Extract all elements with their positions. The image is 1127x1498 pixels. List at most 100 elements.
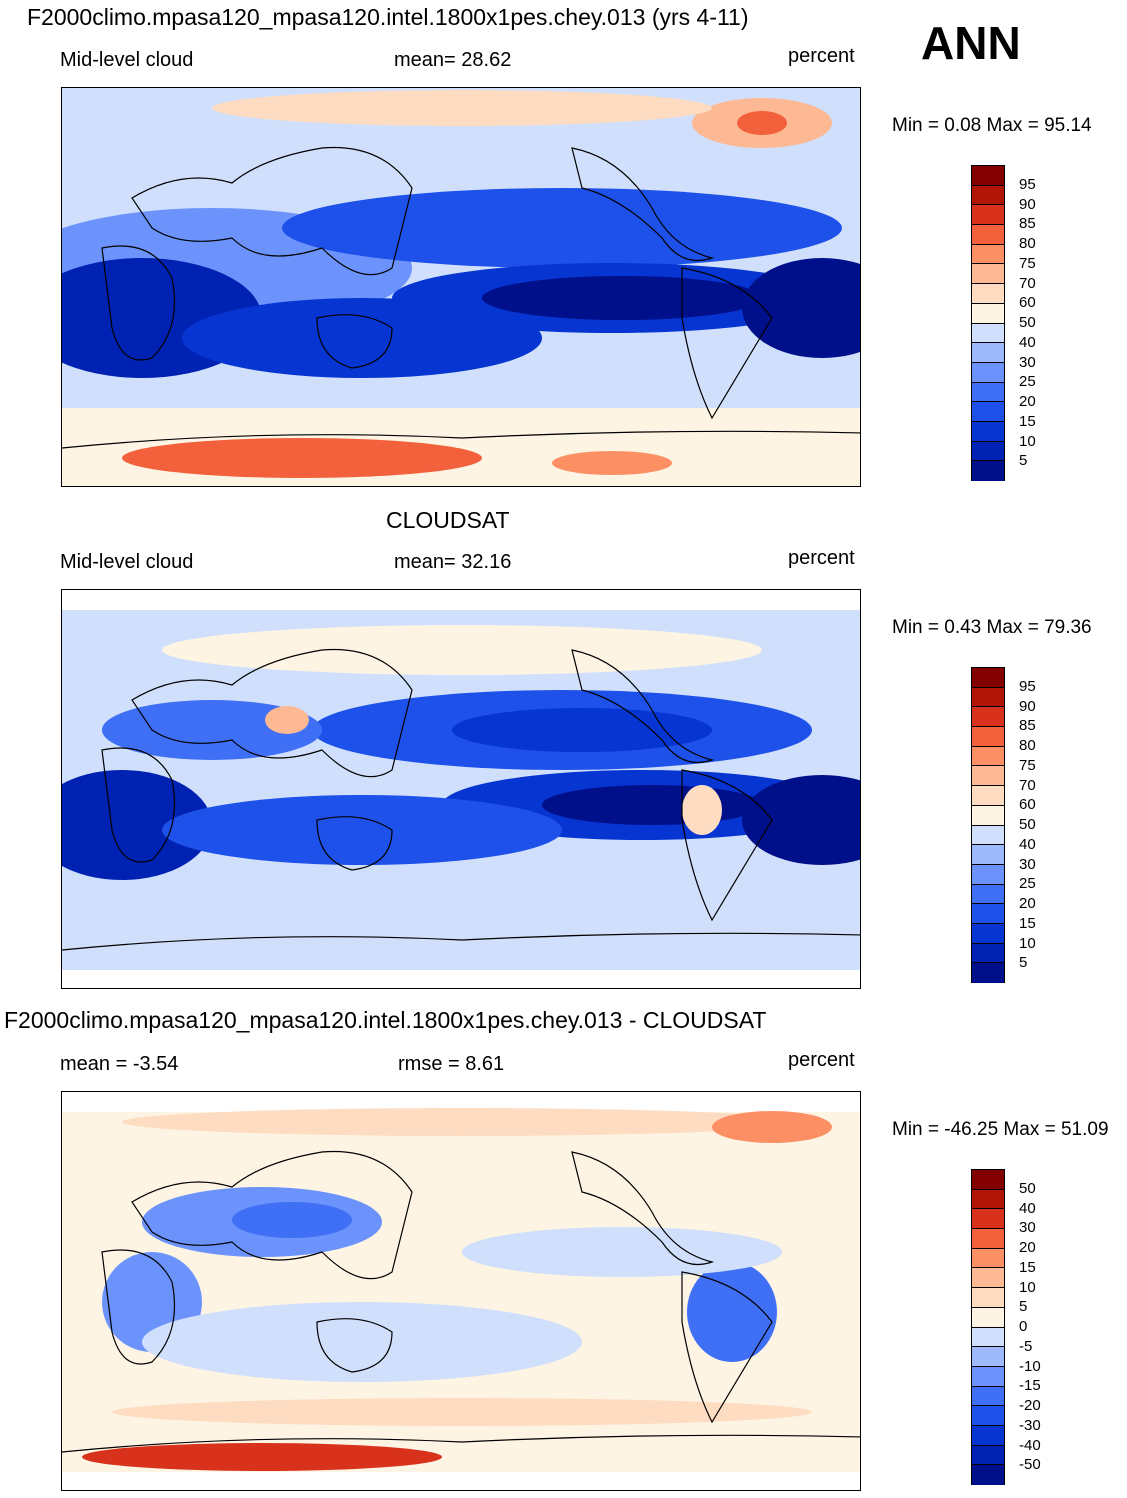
- colorbar-label: 60: [1019, 796, 1036, 814]
- colorbar-label: 75: [1019, 756, 1036, 774]
- colorbar-swatch: [972, 343, 1004, 363]
- colorbar-label: 40: [1019, 835, 1036, 853]
- colorbar-swatch: [972, 845, 1004, 865]
- colorbar-label: 70: [1019, 274, 1036, 292]
- colorbar-label: 50: [1019, 314, 1036, 331]
- colorbar-label: 70: [1019, 776, 1036, 794]
- colorbar-swatch: [972, 746, 1004, 767]
- colorbar-swatch: [972, 805, 1004, 826]
- colorbar-label: 25: [1019, 875, 1036, 893]
- colorbar-label: -30: [1019, 1416, 1041, 1434]
- colorbar-label: 5: [1019, 954, 1028, 972]
- colorbar-label: 15: [1019, 412, 1036, 430]
- colorbar-label: 10: [1019, 934, 1036, 952]
- colorbar-swatch: [972, 1288, 1004, 1308]
- colorbar-label: 90: [1019, 195, 1036, 213]
- panel2-title: CLOUDSAT: [386, 507, 510, 533]
- colorbar-label: 0: [1019, 1318, 1028, 1335]
- panel3-title: F2000climo.mpasa120_mpasa120.intel.1800x…: [4, 1007, 767, 1033]
- panel3-units: percent: [788, 1049, 855, 1071]
- colorbar-swatch: [972, 284, 1004, 304]
- colorbar-label: 85: [1019, 717, 1036, 735]
- panel1-title: F2000climo.mpasa120_mpasa120.intel.1800x…: [27, 4, 749, 30]
- colorbar-label: 60: [1019, 294, 1036, 312]
- colorbar-label: 80: [1019, 235, 1036, 252]
- colorbar-label: 50: [1019, 816, 1036, 833]
- colorbar-swatch: [972, 323, 1004, 344]
- colorbar-label: -15: [1019, 1377, 1041, 1395]
- colorbar-swatch: [972, 402, 1004, 422]
- colorbar-swatch: [972, 1189, 1004, 1210]
- panel2-mean: mean= 32.16: [394, 551, 512, 573]
- colorbar-label: 20: [1019, 895, 1036, 912]
- colorbar-label: 20: [1019, 393, 1036, 410]
- colorbar-swatch: [972, 1248, 1004, 1269]
- colorbar-swatch: [972, 766, 1004, 787]
- colorbar-swatch: [972, 1209, 1004, 1230]
- colorbar-label: 50: [1019, 1179, 1036, 1197]
- panel2-minmax: Min = 0.43 Max = 79.36: [892, 617, 1092, 638]
- colorbar-swatch: [972, 185, 1004, 206]
- colorbar-swatch: [972, 943, 1004, 964]
- colorbar-swatch: [972, 205, 1004, 226]
- colorbar-label: 40: [1019, 333, 1036, 351]
- colorbar-swatch: [972, 461, 1004, 481]
- colorbar-label: -5: [1019, 1337, 1033, 1355]
- colorbar-label: -20: [1019, 1397, 1041, 1414]
- colorbar-swatch: [972, 963, 1004, 983]
- colorbar-swatch: [972, 1465, 1004, 1485]
- colorbar-swatch: [972, 923, 1004, 944]
- colorbar-swatch: [972, 1170, 1004, 1190]
- panel3-colorbar: [971, 1169, 1005, 1485]
- panel2-colorbar: [971, 667, 1005, 983]
- panel1-colorbar: [971, 165, 1005, 481]
- panel1-units: percent: [788, 45, 855, 67]
- colorbar-swatch: [972, 1386, 1004, 1407]
- colorbar-label: 95: [1019, 677, 1036, 695]
- colorbar-label: 80: [1019, 737, 1036, 754]
- colorbar-swatch: [972, 707, 1004, 728]
- colorbar-swatch: [972, 668, 1004, 688]
- panel2-variable: Mid-level cloud: [60, 551, 194, 573]
- colorbar-swatch: [972, 904, 1004, 924]
- colorbar-label: -10: [1019, 1357, 1041, 1375]
- panel2-units: percent: [788, 547, 855, 569]
- colorbar-swatch: [972, 786, 1004, 806]
- colorbar-label: 15: [1019, 914, 1036, 932]
- colorbar-swatch: [972, 264, 1004, 285]
- colorbar-swatch: [972, 1327, 1004, 1348]
- colorbar-label: 10: [1019, 432, 1036, 450]
- colorbar-label: 95: [1019, 175, 1036, 193]
- colorbar-label: 5: [1019, 1298, 1028, 1316]
- colorbar-label: -40: [1019, 1436, 1041, 1454]
- season-label: ANN: [921, 17, 1021, 69]
- panel3-mean: mean = -3.54: [60, 1053, 179, 1075]
- colorbar-label: 5: [1019, 452, 1028, 470]
- colorbar-swatch: [972, 1268, 1004, 1289]
- colorbar-swatch: [972, 864, 1004, 885]
- colorbar-label: 30: [1019, 855, 1036, 873]
- colorbar-swatch: [972, 1366, 1004, 1387]
- colorbar-label: 20: [1019, 1239, 1036, 1256]
- colorbar-label: 75: [1019, 254, 1036, 272]
- colorbar-swatch: [972, 1425, 1004, 1446]
- colorbar-label: -50: [1019, 1456, 1041, 1474]
- colorbar-swatch: [972, 825, 1004, 846]
- colorbar-label: 25: [1019, 373, 1036, 391]
- colorbar-swatch: [972, 441, 1004, 462]
- panel2-map: [61, 589, 861, 989]
- colorbar-label: 15: [1019, 1258, 1036, 1276]
- colorbar-label: 30: [1019, 353, 1036, 371]
- colorbar-swatch: [972, 884, 1004, 905]
- colorbar-swatch: [972, 1347, 1004, 1367]
- panel3-minmax: Min = -46.25 Max = 51.09: [892, 1119, 1109, 1140]
- colorbar-swatch: [972, 303, 1004, 324]
- colorbar-swatch: [972, 727, 1004, 747]
- panel3-map: [61, 1091, 861, 1491]
- colorbar-swatch: [972, 166, 1004, 186]
- colorbar-swatch: [972, 362, 1004, 383]
- colorbar-swatch: [972, 225, 1004, 245]
- colorbar-swatch: [972, 421, 1004, 442]
- colorbar-label: 10: [1019, 1278, 1036, 1296]
- colorbar-swatch: [972, 1229, 1004, 1249]
